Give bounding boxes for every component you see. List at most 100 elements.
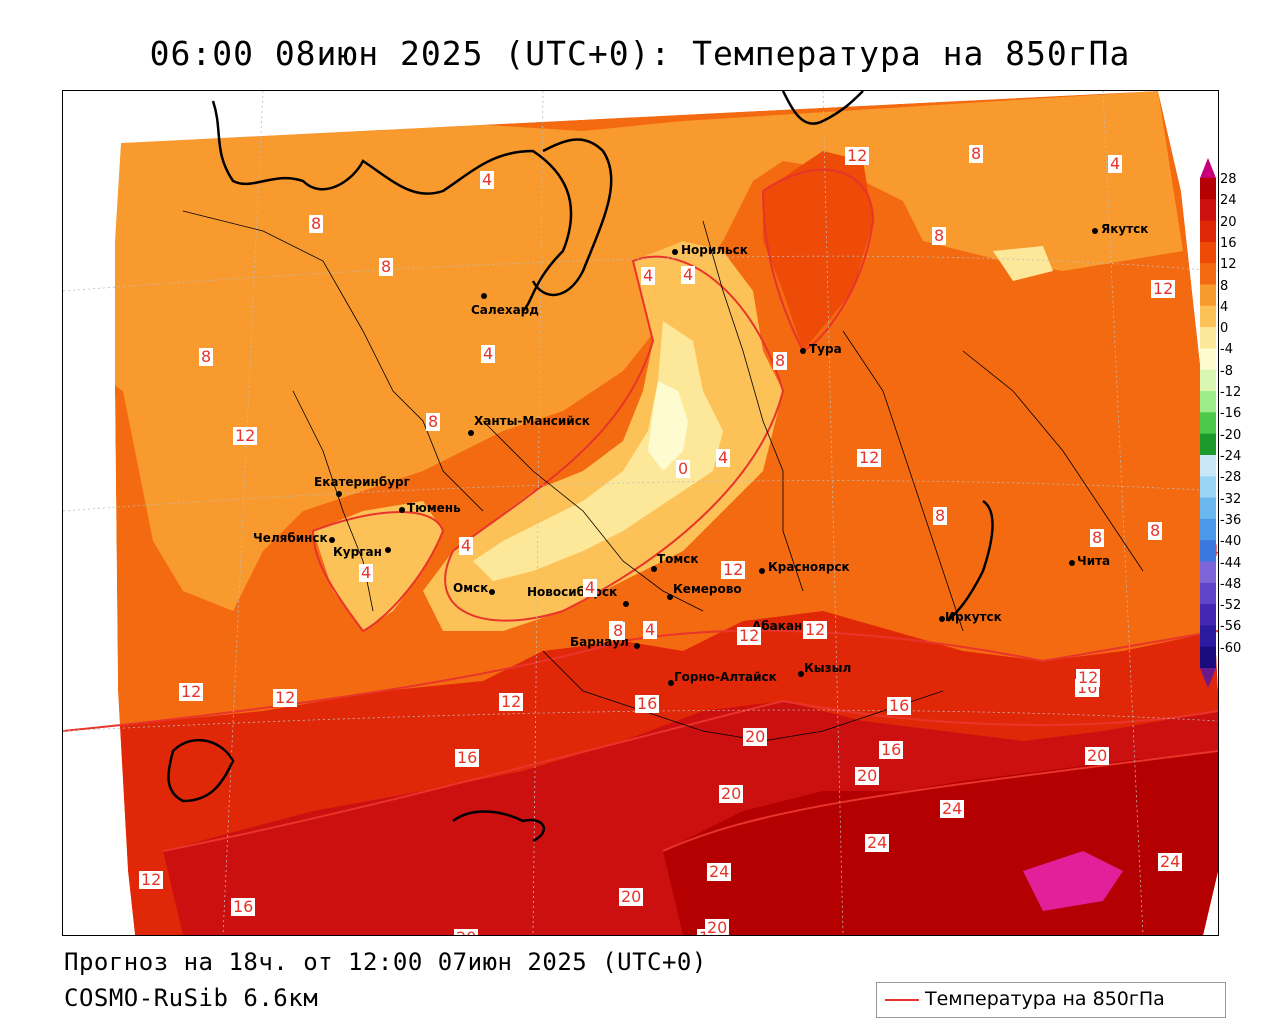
contour-value-label: 16 xyxy=(887,696,912,715)
temperature-field xyxy=(115,91,1218,935)
city-dot xyxy=(399,507,405,513)
contour-value-label: 20 xyxy=(855,766,880,785)
colorbar-tick-label: -60 xyxy=(1220,640,1242,656)
contour-value-label: 16 xyxy=(879,740,904,759)
city-label: Иркутск xyxy=(945,610,1002,624)
city-dot xyxy=(672,249,678,255)
contour-value-label: 12 xyxy=(499,692,524,711)
contour-value-label: 0 xyxy=(676,459,691,478)
colorbar-segment xyxy=(1200,412,1216,435)
contour-value-label: 12 xyxy=(273,688,298,707)
city-dot xyxy=(468,430,474,436)
colorbar-top-arrow xyxy=(1200,158,1216,178)
contour-value-label: 4 xyxy=(1108,154,1123,173)
colorbar-tick-label: -24 xyxy=(1220,449,1242,464)
colorbar-segment xyxy=(1200,284,1216,307)
city-label: Новосибирск xyxy=(527,585,618,599)
contour-value-label: 20 xyxy=(454,929,479,935)
city-label: Красноярск xyxy=(768,560,850,574)
isotherm-4 xyxy=(444,255,785,622)
city-dot xyxy=(798,671,804,677)
balkhash-lake xyxy=(452,810,546,843)
colorbar-tick-label: -40 xyxy=(1220,534,1242,550)
contour-value-label: 8 xyxy=(1148,521,1163,540)
contour-value-label: 20 xyxy=(1085,746,1110,765)
contour-value-label: 12 xyxy=(1151,279,1176,298)
contour-value-label: 8 xyxy=(199,347,214,366)
city-label: Горно-Алтайск xyxy=(674,670,777,684)
city-dot xyxy=(385,547,391,553)
contour-value-label: 20 xyxy=(743,727,768,746)
colorbar-tick-label: 4 xyxy=(1220,299,1229,315)
contour-value-label: 4 xyxy=(583,578,598,597)
taymyr-coast xyxy=(781,91,864,125)
city-label: Курган xyxy=(333,545,382,559)
city-dot xyxy=(1069,560,1075,566)
isotherm-16 xyxy=(63,629,1218,732)
contour-value-label: 12 xyxy=(233,426,258,445)
colorbar-tick-label: 28 xyxy=(1220,172,1237,187)
city-dot xyxy=(1092,228,1098,234)
city-dot xyxy=(489,589,495,595)
outside-domain-nw xyxy=(63,91,1158,143)
city-label: Абакан xyxy=(752,619,803,633)
colorbar-segment xyxy=(1200,348,1216,371)
contour-value-label: 8 xyxy=(773,351,788,370)
city-dot xyxy=(651,566,657,572)
colorbar-segment xyxy=(1200,646,1216,669)
colorbar-segment xyxy=(1200,199,1216,222)
colorbar-segment xyxy=(1200,220,1216,243)
band-4-ne xyxy=(993,246,1053,281)
caspian-sea xyxy=(167,738,235,803)
colorbar-tick-label: -12 xyxy=(1220,385,1242,400)
city-label: Тура xyxy=(809,342,842,356)
contour-value-label: 12 xyxy=(845,146,870,165)
contour-value-label: 4 xyxy=(480,170,495,189)
contour-value-label: 12 xyxy=(139,870,164,889)
contour-value-label: 12 xyxy=(721,560,746,579)
colorbar: 28 24 20 16 12 8 4 0 -4 -8 -12 -16 -20 -24 -28 -32 -36 -4… xyxy=(1198,158,1268,688)
contour-value-label: 12 xyxy=(179,682,204,701)
colorbar-segment xyxy=(1200,497,1216,520)
band-minus-4 xyxy=(648,381,688,471)
model-info: COSMO-RuSib 6.6км xyxy=(64,984,319,1012)
colorbar-tick-label: -8 xyxy=(1220,363,1233,379)
colorbar-tick-label: 0 xyxy=(1220,321,1229,337)
contour-value-label: 4 xyxy=(641,266,656,285)
contour-value-label: 4 xyxy=(681,265,696,284)
contour-value-label: 12 xyxy=(857,448,882,467)
colorbar-tick-label: 24 xyxy=(1220,193,1237,209)
colorbar-bottom-arrow xyxy=(1200,668,1216,688)
city-label: Якутск xyxy=(1101,222,1149,236)
isotherm-lines xyxy=(63,168,1218,852)
city-dot xyxy=(336,491,342,497)
city-label: Омск xyxy=(453,581,489,595)
contour-value-label: 4 xyxy=(359,563,374,582)
city-dot xyxy=(481,293,487,299)
colorbar-tick-label: -36 xyxy=(1220,512,1242,528)
graticule xyxy=(63,91,1218,935)
legend-line-sample xyxy=(885,999,919,1001)
yamal-coast xyxy=(531,138,613,297)
city-dot xyxy=(667,594,673,600)
colorbar-tick-label: 12 xyxy=(1220,257,1237,273)
colorbar-tick-label: -48 xyxy=(1220,576,1242,592)
city-dot xyxy=(623,601,629,607)
contour-value-label: 20 xyxy=(719,784,744,803)
colorbar-tick-label: -52 xyxy=(1220,598,1242,614)
colorbar-segment xyxy=(1200,327,1216,349)
colorbar-segment xyxy=(1200,582,1216,605)
contour-value-label: 4 xyxy=(716,448,731,467)
city-label: Ханты-Мансийск xyxy=(474,414,590,428)
baikal-lake xyxy=(947,499,994,622)
contour-value-label: 4 xyxy=(643,620,658,639)
contour-value-label: 8 xyxy=(309,214,324,233)
contour-value-label: 4 xyxy=(459,536,474,555)
contour-value-label: 8 xyxy=(932,226,947,245)
city-label: Кызыл xyxy=(804,661,852,675)
contour-value-label: 4 xyxy=(481,344,496,363)
colorbar-segment xyxy=(1200,540,1216,562)
colorbar-tick-label: -44 xyxy=(1220,555,1242,571)
coastlines xyxy=(167,91,994,843)
colorbar-segment xyxy=(1200,455,1216,477)
